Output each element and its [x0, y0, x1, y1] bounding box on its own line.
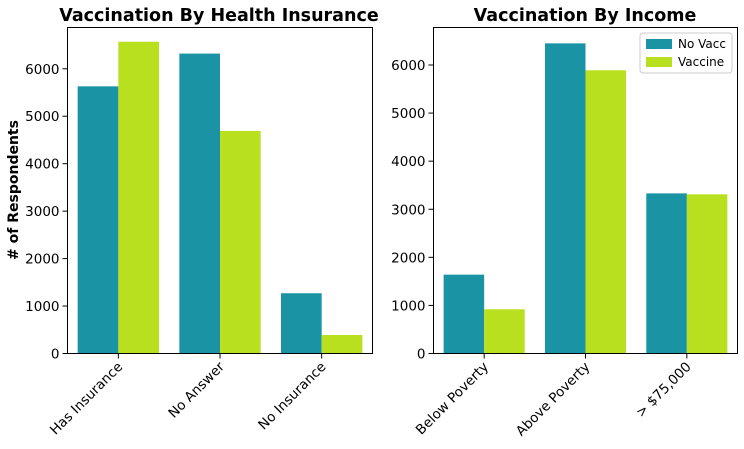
legend: No Vacc Vaccine [639, 32, 733, 74]
y-axis-label: # of Respondents [6, 120, 22, 260]
bar-vaccine [118, 41, 159, 354]
bar-no-vacc [179, 53, 220, 354]
bar-vaccine [686, 194, 728, 354]
y-tick-label: 5000 [391, 106, 425, 122]
x-tick-label: Has Insurance [47, 359, 126, 438]
legend-swatch-no-vacc [646, 39, 672, 49]
y-ticks: 0 1000 2000 3000 4000 5000 6000 [391, 58, 434, 363]
income-chart: Vaccination By Income 0 1000 2000 3000 4000 5… [391, 6, 738, 439]
y-tick-label: 2000 [25, 252, 59, 268]
y-tick-label: 1000 [391, 298, 425, 314]
x-ticks: Has Insurance No Answer No Insurance [47, 353, 329, 438]
x-tick-label: Above Poverty [513, 359, 593, 439]
x-ticks: Below Poverty Above Poverty > $75,000 [413, 353, 695, 439]
x-tick-label: Below Poverty [413, 359, 492, 438]
bar-vaccine [220, 130, 261, 354]
legend-swatch-vaccine [646, 57, 672, 67]
bar-no-vacc [443, 274, 485, 354]
y-tick-label: 1000 [25, 299, 59, 315]
y-tick-label: 4000 [391, 154, 425, 170]
y-tick-label: 0 [51, 347, 60, 363]
bar-no-vacc [281, 293, 322, 354]
y-tick-label: 3000 [25, 204, 59, 220]
legend-label-vaccine: Vaccine [678, 55, 724, 69]
bar-no-vacc [77, 86, 119, 354]
bars-group [443, 43, 728, 354]
legend-label-no-vacc: No Vacc [678, 37, 726, 51]
y-tick-label: 5000 [25, 109, 59, 125]
bar-vaccine [585, 70, 627, 354]
x-tick-label: > $75,000 [633, 359, 695, 421]
bar-no-vacc [544, 43, 586, 354]
chart-title: Vaccination By Health Insurance [59, 6, 379, 26]
x-tick-label: No Insurance [255, 359, 329, 433]
x-tick-label: No Answer [165, 359, 228, 422]
bar-no-vacc [646, 193, 687, 354]
plot-frame [67, 27, 373, 354]
y-ticks: 0 1000 2000 3000 4000 5000 6000 [25, 62, 68, 363]
y-tick-label: 2000 [391, 250, 425, 266]
y-tick-label: 4000 [25, 157, 59, 173]
bars-group [77, 41, 363, 354]
chart-title: Vaccination By Income [474, 6, 697, 26]
y-tick-label: 6000 [391, 58, 425, 74]
health-insurance-chart: Vaccination By Health Insurance # of Res… [6, 6, 379, 438]
bar-vaccine [484, 309, 525, 354]
bar-vaccine [321, 334, 363, 354]
y-tick-label: 0 [417, 347, 426, 363]
plot-frame [433, 27, 738, 354]
y-tick-label: 6000 [25, 62, 59, 78]
y-tick-label: 3000 [391, 202, 425, 218]
